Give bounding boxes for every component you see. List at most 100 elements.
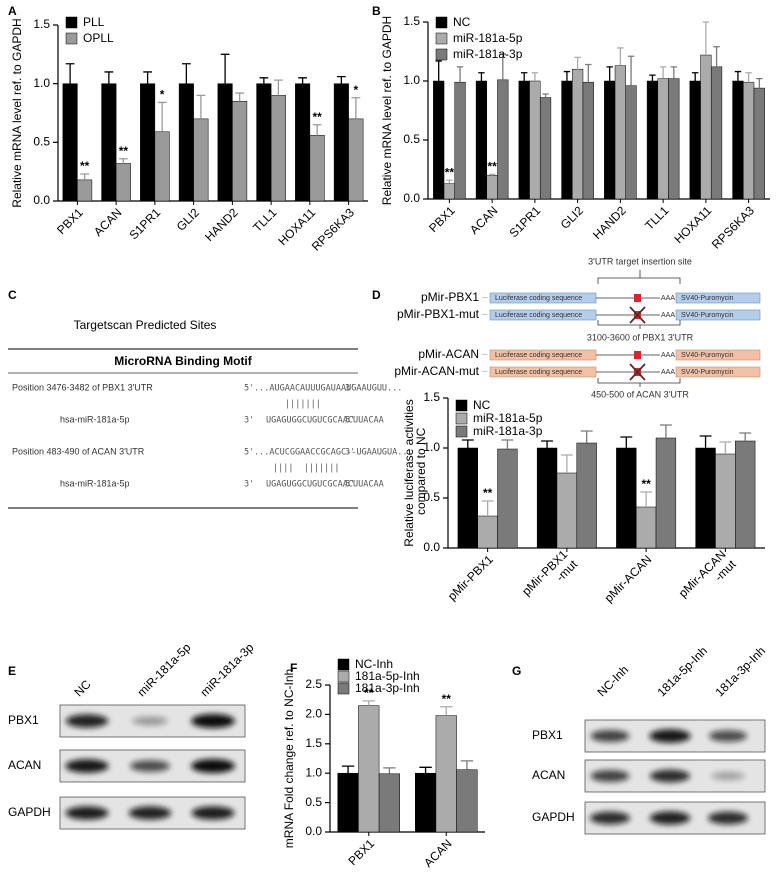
seq-end: 5' [345, 416, 355, 426]
y-tick-label: 0.0 [305, 824, 322, 838]
error-bar [298, 77, 307, 84]
construct-name: pMir-PBX1 [421, 290, 479, 304]
legend-label: PLL [83, 15, 105, 29]
sv40-label: SV40-Puromycin [681, 312, 734, 319]
bar [154, 131, 170, 202]
error-bar [478, 72, 485, 81]
significance: ** [641, 477, 651, 491]
blot-band [711, 771, 745, 781]
panel-label: E [8, 664, 16, 678]
dots: ... [482, 310, 488, 317]
error-bar [104, 71, 114, 84]
error-bar [220, 53, 230, 84]
significance: ** [483, 486, 493, 500]
significance: ** [445, 165, 455, 179]
bar [232, 101, 248, 202]
target-seq: ...AUGAACAUUUGAUAAUGAAUGUU... [254, 384, 402, 394]
blot-band [191, 759, 235, 773]
legend-swatch [435, 16, 448, 29]
y-tick-label: 1.0 [33, 76, 50, 90]
blot-band [65, 714, 109, 728]
bar [77, 179, 93, 202]
error-bar [337, 75, 346, 84]
blot-band [191, 806, 235, 820]
error-bar [419, 766, 432, 774]
error-bar [691, 72, 699, 81]
bar [333, 83, 349, 202]
seq-end: 5' [345, 480, 355, 490]
y-tick-label: 0.0 [423, 540, 440, 554]
construct-name: pMir-PBX1-mut [397, 307, 480, 321]
luciferase-label: Luciferase coding sequence [495, 295, 582, 302]
bar [695, 447, 716, 549]
bar [415, 772, 437, 833]
y-tick-label: 0.5 [33, 135, 50, 149]
base-pairs: |||| ||||||| [273, 464, 340, 474]
error-bar [585, 63, 592, 83]
bar [62, 83, 78, 202]
bar [378, 773, 401, 833]
blot-band [649, 729, 691, 743]
error-bar [460, 760, 474, 770]
blot-band [65, 806, 109, 820]
luciferase-label: Luciferase coding sequence [495, 369, 582, 376]
legend-label: OPLL [83, 31, 114, 45]
mirna-seq: UGAGUGGCUGUCGCAACUUACAA [266, 480, 384, 490]
blot-band [128, 806, 172, 820]
error-bar [702, 21, 710, 56]
error-bar [659, 66, 667, 79]
seq-end: 3' [345, 384, 355, 394]
error-bar [627, 55, 635, 86]
significance: ** [119, 144, 129, 158]
legend-swatch [455, 399, 468, 412]
error-bar [383, 767, 396, 774]
polya: AAA [661, 295, 675, 302]
error-bar [640, 491, 653, 507]
sv40-box [675, 366, 761, 378]
seq-end: 3' [345, 448, 355, 458]
legend-swatch [455, 412, 468, 425]
bar [536, 447, 558, 549]
blot-band [590, 770, 630, 782]
polya: AAA [661, 369, 675, 376]
y-tick-label: 1.5 [403, 14, 420, 28]
error-bar [157, 101, 167, 132]
legend-swatch [455, 425, 468, 438]
error-bar [481, 500, 494, 516]
mutation-cross [629, 306, 646, 324]
bar [646, 80, 659, 200]
error-bar [446, 179, 453, 184]
bar [435, 715, 457, 833]
dots: ... [482, 367, 488, 374]
error-bar [196, 94, 206, 119]
error-bar [499, 53, 507, 80]
row-label: PBX1 [532, 728, 563, 742]
significance: ** [364, 686, 374, 700]
y-tick-label: 2.5 [305, 677, 322, 691]
bar [140, 83, 156, 202]
bar [710, 66, 723, 200]
y-tick-label: 1.0 [423, 440, 440, 454]
error-bar [739, 432, 752, 441]
y-tick-label: 2.0 [305, 707, 322, 721]
error-bar [745, 72, 752, 83]
bar [539, 97, 552, 200]
bar [614, 65, 626, 200]
error-bar [65, 63, 75, 84]
legend-swatch [337, 682, 350, 695]
table-header: MicroRNA Binding Motif [114, 354, 253, 368]
bar [358, 705, 380, 833]
legend-label: NC [453, 15, 471, 29]
bar [178, 83, 194, 202]
bar [101, 83, 117, 202]
bar [475, 80, 488, 200]
mirna-name: hsa-miR-181a-5p [60, 414, 130, 424]
site-position: Position 3476-3482 of PBX1 3'UTR [12, 382, 153, 392]
polya: AAA [661, 352, 675, 359]
error-bar [756, 77, 763, 89]
row-label: ACAN [8, 758, 41, 772]
bar [625, 85, 637, 200]
blot-band [132, 716, 168, 726]
error-bar [520, 72, 528, 81]
error-bar [80, 173, 89, 180]
